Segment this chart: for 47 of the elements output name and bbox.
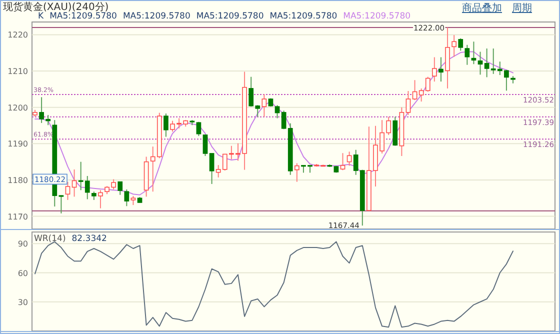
candlestick — [209, 152, 214, 184]
text: MA5:1209.5780 — [196, 12, 264, 22]
text: MA5:1209.5780 — [50, 12, 117, 22]
candlestick — [196, 121, 202, 137]
candlestick — [202, 134, 208, 157]
candlestick — [58, 194, 64, 214]
candlestick — [118, 181, 123, 196]
candlestick — [346, 151, 352, 166]
candlestick — [478, 51, 483, 76]
chart-title: WR(14) — [34, 234, 66, 244]
y-tick-label: 1210 — [8, 67, 28, 76]
candlestick — [432, 56, 437, 82]
line-series — [34, 241, 514, 328]
y-tick-label: 1170 — [8, 212, 28, 222]
text: K — [38, 12, 44, 22]
candlestick — [471, 41, 476, 65]
candlestick — [98, 190, 103, 209]
chart-title: 现货黄金(XAU)(240分) — [3, 1, 109, 13]
y-tick-label: 30 — [18, 298, 28, 307]
text: MA5:1209.5780 — [122, 12, 190, 22]
text: 商品叠加 — [462, 2, 502, 14]
candlestick — [164, 113, 168, 138]
y-tick-label: 1220 — [8, 30, 28, 40]
candlestick — [445, 26, 450, 89]
candlestick — [452, 34, 456, 58]
text: MA5:1209.5780 — [343, 12, 411, 22]
text: MA5:1209.5780 — [270, 12, 338, 22]
candlestick — [484, 48, 490, 78]
annotation: 82.3342 — [72, 234, 107, 244]
y-tick-label: 90 — [18, 240, 28, 249]
candlestick — [124, 188, 130, 207]
y-tick-label: 1190 — [8, 140, 28, 149]
candlestick — [274, 104, 280, 119]
y-tick-label: 1180 — [8, 176, 28, 185]
candlestick — [340, 152, 346, 171]
candlestick — [262, 94, 267, 118]
candlestick — [458, 38, 464, 52]
candlestick — [464, 44, 470, 66]
candlestick — [294, 162, 300, 182]
candlestick — [72, 168, 77, 198]
candlestick — [438, 56, 444, 82]
candlestick — [412, 80, 418, 101]
y-tick-label: 1200 — [8, 103, 28, 112]
candlestick — [130, 195, 136, 206]
text: 周期 — [512, 2, 532, 14]
candlestick — [406, 90, 411, 116]
y-tick-label: 60 — [18, 268, 28, 278]
